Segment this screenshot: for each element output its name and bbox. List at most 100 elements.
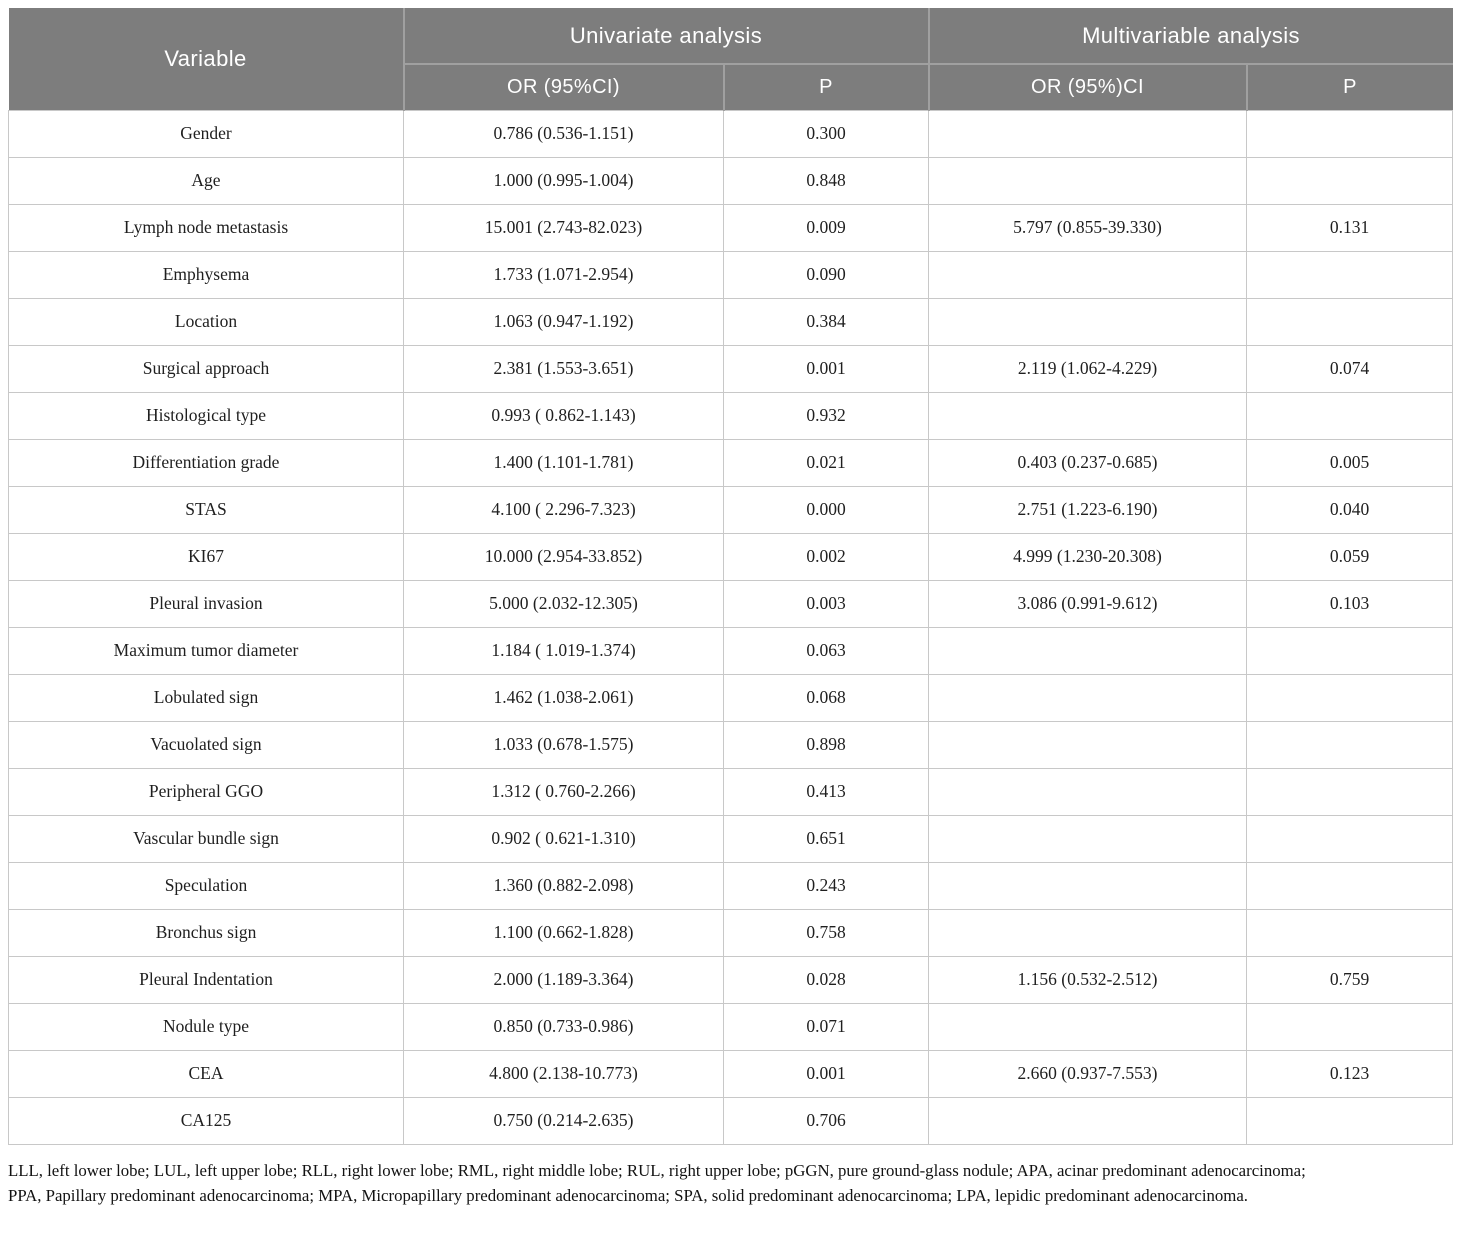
multivariable-or-cell	[928, 391, 1247, 440]
column-header-univariate-or: OR (95%CI)	[403, 64, 725, 110]
variable-cell: Nodule type	[8, 1002, 404, 1051]
univariate-p-cell: 0.009	[723, 203, 929, 252]
variable-cell: Lymph node metastasis	[8, 203, 404, 252]
multivariable-or-cell: 2.751 (1.223-6.190)	[928, 485, 1247, 534]
univariate-or-cell: 1.400 (1.101-1.781)	[403, 438, 724, 487]
table-row: Location 1.063 (0.947-1.192) 0.384	[8, 297, 1454, 346]
table-row: Gender 0.786 (0.536-1.151) 0.300	[8, 109, 1454, 158]
multivariable-p-cell	[1245, 861, 1454, 910]
page: Variable Univariate analysis Multivariab…	[8, 8, 1454, 1208]
table-footnote: LLL, left lower lobe; LUL, left upper lo…	[8, 1158, 1452, 1208]
variable-cell: Pleural Indentation	[8, 955, 404, 1004]
univariate-p-cell: 0.898	[723, 720, 929, 769]
table-row: Pleural Indentation 2.000 (1.189-3.364) …	[8, 955, 1454, 1004]
header-sub-row: OR (95%CI) P OR (95%)CI P	[9, 64, 1453, 110]
variable-cell: Location	[8, 297, 404, 346]
table-row: Emphysema 1.733 (1.071-2.954) 0.090	[8, 250, 1454, 299]
univariate-or-cell: 1.184 ( 1.019-1.374)	[403, 626, 724, 675]
variable-cell: Vacuolated sign	[8, 720, 404, 769]
table-row: Maximum tumor diameter 1.184 ( 1.019-1.3…	[8, 626, 1454, 675]
variable-cell: CA125	[8, 1096, 404, 1145]
univariate-or-cell: 1.462 (1.038-2.061)	[403, 673, 724, 722]
univariate-p-cell: 0.706	[723, 1096, 929, 1145]
univariate-or-cell: 1.100 (0.662-1.828)	[403, 908, 724, 957]
multivariable-p-cell	[1245, 720, 1454, 769]
table-row: Histological type 0.993 ( 0.862-1.143) 0…	[8, 391, 1454, 440]
univariate-p-cell: 0.651	[723, 814, 929, 863]
univariate-or-cell: 4.800 (2.138-10.773)	[403, 1049, 724, 1098]
multivariable-p-cell	[1245, 767, 1454, 816]
univariate-p-cell: 0.071	[723, 1002, 929, 1051]
table-row: Speculation 1.360 (0.882-2.098) 0.243	[8, 861, 1454, 910]
multivariable-or-cell	[928, 297, 1247, 346]
variable-cell: KI67	[8, 532, 404, 581]
multivariable-p-cell: 0.123	[1245, 1049, 1454, 1098]
table-row: Nodule type 0.850 (0.733-0.986) 0.071	[8, 1002, 1454, 1051]
multivariable-or-cell	[928, 156, 1247, 205]
table-row: Peripheral GGO 1.312 ( 0.760-2.266) 0.41…	[8, 767, 1454, 816]
multivariable-p-cell	[1245, 908, 1454, 957]
multivariable-p-cell	[1245, 109, 1454, 158]
univariate-p-cell: 0.002	[723, 532, 929, 581]
multivariable-p-cell: 0.074	[1245, 344, 1454, 393]
univariate-or-cell: 1.033 (0.678-1.575)	[403, 720, 724, 769]
univariate-p-cell: 0.243	[723, 861, 929, 910]
table-row: Age 1.000 (0.995-1.004) 0.848	[8, 156, 1454, 205]
header-group-row: Variable Univariate analysis Multivariab…	[8, 8, 1453, 110]
multivariable-p-cell	[1245, 1096, 1454, 1145]
table-row: STAS 4.100 ( 2.296-7.323) 0.000 2.751 (1…	[8, 485, 1454, 534]
univariate-p-cell: 0.000	[723, 485, 929, 534]
variable-cell: CEA	[8, 1049, 404, 1098]
variable-cell: Histological type	[8, 391, 404, 440]
multivariable-or-cell	[928, 861, 1247, 910]
variable-cell: Pleural invasion	[8, 579, 404, 628]
univariate-p-cell: 0.932	[723, 391, 929, 440]
univariate-p-cell: 0.003	[723, 579, 929, 628]
table-row: KI67 10.000 (2.954-33.852) 0.002 4.999 (…	[8, 532, 1454, 581]
table-row: Lymph node metastasis 15.001 (2.743-82.0…	[8, 203, 1454, 252]
univariate-p-cell: 0.001	[723, 1049, 929, 1098]
table-row: Bronchus sign 1.100 (0.662-1.828) 0.758	[8, 908, 1454, 957]
table-row: Surgical approach 2.381 (1.553-3.651) 0.…	[8, 344, 1454, 393]
univariate-p-cell: 0.413	[723, 767, 929, 816]
multivariable-p-cell: 0.059	[1245, 532, 1454, 581]
variable-cell: Surgical approach	[8, 344, 404, 393]
variable-cell: Age	[8, 156, 404, 205]
univariate-or-cell: 0.993 ( 0.862-1.143)	[403, 391, 724, 440]
multivariable-or-cell	[928, 626, 1247, 675]
variable-cell: Speculation	[8, 861, 404, 910]
univariate-or-cell: 4.100 ( 2.296-7.323)	[403, 485, 724, 534]
variable-cell: Maximum tumor diameter	[8, 626, 404, 675]
table-row: Differentiation grade 1.400 (1.101-1.781…	[8, 438, 1454, 487]
multivariable-p-cell: 0.759	[1245, 955, 1454, 1004]
multivariable-or-cell	[928, 1096, 1247, 1145]
column-header-multivariable-or: OR (95%)CI	[928, 64, 1248, 110]
univariate-or-cell: 1.312 ( 0.760-2.266)	[403, 767, 724, 816]
column-header-univariate-p: P	[723, 64, 930, 110]
variable-cell: Peripheral GGO	[8, 767, 404, 816]
multivariable-or-cell: 0.403 (0.237-0.685)	[928, 438, 1247, 487]
variable-cell: Vascular bundle sign	[8, 814, 404, 863]
univariate-or-cell: 1.063 (0.947-1.192)	[403, 297, 724, 346]
footnote-line-1: LLL, left lower lobe; LUL, left upper lo…	[8, 1160, 1306, 1180]
multivariable-p-cell	[1245, 673, 1454, 722]
multivariable-p-cell	[1245, 250, 1454, 299]
univariate-or-cell: 10.000 (2.954-33.852)	[403, 532, 724, 581]
multivariable-p-cell	[1245, 391, 1454, 440]
multivariable-or-cell: 4.999 (1.230-20.308)	[928, 532, 1247, 581]
column-header-univariate-analysis: Univariate analysis	[403, 8, 930, 65]
multivariable-p-cell: 0.103	[1245, 579, 1454, 628]
variable-cell: Lobulated sign	[8, 673, 404, 722]
univariate-or-cell: 0.750 (0.214-2.635)	[403, 1096, 724, 1145]
univariate-p-cell: 0.028	[723, 955, 929, 1004]
univariate-p-cell: 0.758	[723, 908, 929, 957]
multivariable-p-cell	[1245, 297, 1454, 346]
multivariable-p-cell: 0.131	[1245, 203, 1454, 252]
multivariable-p-cell	[1245, 626, 1454, 675]
multivariable-or-cell	[928, 1002, 1247, 1051]
table-row: Pleural invasion 5.000 (2.032-12.305) 0.…	[8, 579, 1454, 628]
multivariable-or-cell	[928, 720, 1247, 769]
variable-cell: Emphysema	[8, 250, 404, 299]
column-header-multivariable-analysis: Multivariable analysis	[928, 8, 1453, 65]
table-row: CEA 4.800 (2.138-10.773) 0.001 2.660 (0.…	[8, 1049, 1454, 1098]
